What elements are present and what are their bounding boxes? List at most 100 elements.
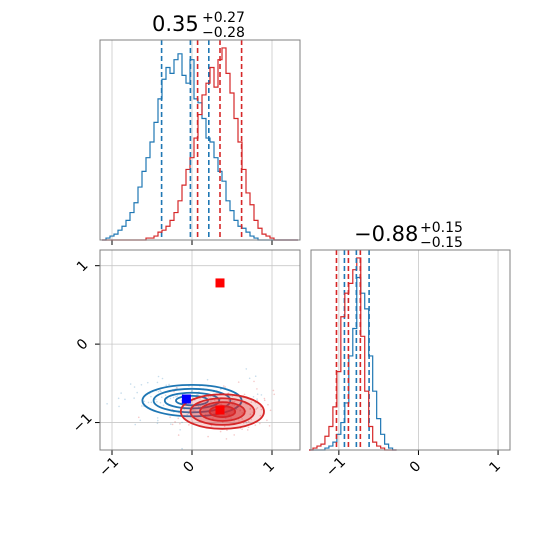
sample-point <box>139 419 142 422</box>
sample-point <box>194 410 196 412</box>
truth-marker <box>215 278 225 288</box>
histogram-series-1 <box>102 47 298 241</box>
truth-marker <box>181 394 191 404</box>
sample-point <box>248 377 251 380</box>
sample-point <box>259 422 261 425</box>
sample-point <box>106 402 108 405</box>
sample-point <box>249 407 251 410</box>
joint-content <box>106 368 308 450</box>
sample-point <box>212 417 214 420</box>
sample-point <box>157 390 160 393</box>
sample-point <box>249 413 252 416</box>
sample-point <box>233 404 236 407</box>
sample-point <box>161 377 164 380</box>
sample-point <box>150 401 153 404</box>
sample-point <box>254 375 257 378</box>
x-tick-label: 0 <box>407 458 425 476</box>
sample-point <box>133 386 136 388</box>
sample-point <box>268 425 271 427</box>
sample-point <box>243 393 246 396</box>
title-param-2: −0.88 +0.15 −0.15 <box>354 220 463 251</box>
sample-point <box>246 429 249 431</box>
sample-point <box>176 395 179 397</box>
contour-level-0-1 <box>152 387 232 414</box>
sample-point <box>237 381 240 383</box>
sample-point <box>207 435 209 438</box>
sample-point <box>227 392 230 394</box>
sample-point <box>165 384 168 387</box>
sample-point <box>160 396 163 398</box>
sample-point <box>222 385 225 387</box>
sample-point <box>188 424 190 426</box>
sample-point <box>129 383 132 385</box>
sample-point <box>225 438 228 440</box>
sample-point <box>252 395 255 398</box>
sample-point <box>164 394 167 397</box>
sample-point <box>247 420 250 423</box>
sample-point <box>235 408 238 411</box>
sample-point <box>169 397 172 400</box>
sample-point <box>219 403 222 406</box>
sample-point <box>120 392 122 394</box>
x-tick-label: 1 <box>260 458 278 476</box>
sample-point <box>260 408 263 411</box>
sample-point <box>306 400 308 402</box>
marginal-y-panel: −1 0 1 <box>309 249 511 480</box>
sample-point <box>117 397 120 400</box>
sample-point <box>238 420 240 422</box>
sample-point <box>156 400 158 403</box>
sample-point <box>207 395 210 398</box>
sample-point <box>192 396 194 399</box>
sample-point <box>263 397 266 400</box>
sample-point <box>157 375 160 378</box>
sample-point <box>230 417 232 419</box>
sample-point <box>140 383 143 386</box>
sample-point <box>118 405 120 408</box>
sample-point <box>199 398 201 400</box>
marginal-x-panel <box>99 39 301 245</box>
sample-point <box>179 429 181 431</box>
histogram-series-1 <box>309 257 397 451</box>
sample-point <box>241 428 243 431</box>
y-tick-label: 0 <box>74 336 92 354</box>
sample-point <box>260 394 263 396</box>
sample-point <box>156 417 159 419</box>
sample-point <box>245 368 248 370</box>
sample-point <box>168 383 170 386</box>
y-tick-label: −1 <box>70 410 96 436</box>
title-1-plus: +0.27 <box>202 10 245 26</box>
sample-point <box>241 412 244 414</box>
sample-point <box>150 395 152 398</box>
contour-level-0-3 <box>175 394 209 407</box>
sample-point <box>210 400 212 402</box>
sample-point <box>181 447 183 450</box>
sample-point <box>159 401 162 404</box>
sample-point <box>162 404 165 407</box>
sample-point <box>218 403 221 405</box>
sample-point <box>239 410 241 412</box>
sample-point <box>147 401 150 404</box>
sample-point <box>197 393 199 396</box>
y-tick-label: 1 <box>74 258 92 276</box>
sample-point <box>249 408 252 411</box>
sample-point <box>177 417 180 420</box>
sample-point <box>206 378 209 381</box>
sample-point <box>245 421 248 424</box>
x-tick-label: −1 <box>323 454 349 480</box>
title-1-value: 0.35 <box>152 12 199 36</box>
sample-point <box>124 398 126 401</box>
sample-point <box>134 423 137 426</box>
sample-point <box>210 424 213 427</box>
sample-point <box>233 400 236 403</box>
sample-point <box>269 409 272 412</box>
sample-point <box>192 410 195 412</box>
sample-point <box>247 426 250 429</box>
sample-point <box>175 395 177 398</box>
sample-point <box>259 414 262 417</box>
sample-point <box>169 416 171 418</box>
sample-point <box>170 423 172 425</box>
sample-point <box>176 387 178 389</box>
sample-point <box>273 393 276 396</box>
sample-point <box>197 406 200 408</box>
title-2-value: −0.88 <box>354 222 418 246</box>
